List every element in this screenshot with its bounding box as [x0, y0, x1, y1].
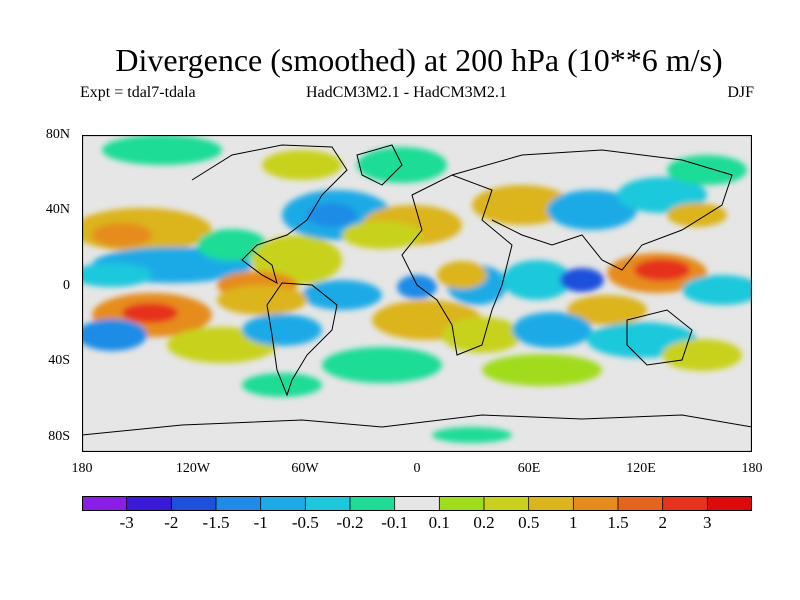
north-america-outline [191, 144, 348, 284]
greenland-outline [356, 144, 403, 186]
colorbar-swatch [304, 496, 351, 511]
colorbar-label: -0.5 [291, 513, 319, 532]
lon-label-180e: 180 [741, 461, 763, 476]
lon-label-0: 0 [413, 461, 421, 476]
lat-label-40n: 40N [45, 202, 70, 217]
colorbar-swatch [215, 496, 262, 511]
antarctica-outline [82, 414, 752, 436]
colorbar-label: 1.5 [607, 513, 629, 532]
lat-label-40s: 40S [48, 353, 70, 368]
colorbar-label: 1 [569, 513, 578, 532]
season-label: DJF [727, 84, 754, 101]
colorbar-swatch [528, 496, 575, 511]
colorbar-label: 2 [658, 513, 667, 532]
model-label: HadCM3M2.1 - HadCM3M2.1 [306, 84, 507, 101]
field-patch [322, 347, 442, 383]
field-patch [302, 280, 382, 310]
field-patch [617, 177, 707, 213]
europe-africa-outline [401, 174, 513, 356]
colorbar-label: -0.1 [381, 513, 409, 532]
south-america-outline [266, 282, 338, 397]
field-patch [102, 135, 222, 165]
field-patch [634, 259, 690, 281]
field-patch [122, 303, 178, 323]
colorbar-swatch [394, 496, 441, 511]
colorbar-label: 3 [703, 513, 712, 532]
australia-outline [626, 309, 693, 366]
field-patch [502, 260, 572, 300]
colorbar-swatch [706, 496, 752, 511]
colorbar-label: -2 [164, 513, 179, 532]
field-patch [217, 285, 307, 315]
field-patch [442, 317, 522, 353]
field-patch [667, 203, 727, 227]
lat-label-80s: 80S [48, 429, 70, 444]
lon-label-120w: 120W [175, 461, 211, 476]
field-patch [307, 203, 357, 227]
field-patch [432, 427, 512, 443]
colorbar-swatch [260, 496, 307, 511]
colorbar-swatch [662, 496, 709, 511]
field-patch [82, 263, 152, 287]
field-patch [242, 314, 322, 346]
field-patch [342, 221, 422, 249]
colorbar-swatch [82, 496, 128, 511]
lon-label-60w: 60W [291, 461, 319, 476]
divergence-map [82, 135, 752, 452]
colorbar-label: 0.1 [428, 513, 450, 532]
colorbar-swatch [572, 496, 619, 511]
lat-label-eq: 0 [63, 278, 70, 293]
field-patch [512, 312, 592, 348]
field-patch [682, 275, 752, 305]
map-frame [82, 135, 752, 452]
lon-label-60e: 60E [517, 461, 541, 476]
colorbar-label: -1.5 [202, 513, 230, 532]
colorbar-label: 0.5 [518, 513, 540, 532]
field-patch [437, 261, 487, 289]
field-patch [567, 295, 647, 325]
colorbar-frame [82, 496, 752, 511]
asia-outline [451, 149, 733, 271]
colorbar-label: -3 [119, 513, 134, 532]
field-patch [482, 354, 602, 386]
colorbar-label: 0.2 [473, 513, 495, 532]
colorbar-label: -1 [253, 513, 268, 532]
colorbar-swatch [438, 496, 485, 511]
colorbar-swatch [170, 496, 217, 511]
field-patch [82, 319, 147, 351]
coastlines [82, 144, 752, 436]
field-patch [242, 373, 322, 397]
colorbar-swatch [349, 496, 396, 511]
field-patch [560, 268, 604, 292]
field-patch [472, 185, 572, 225]
colorbar [82, 496, 752, 511]
field-patch [262, 150, 342, 180]
lon-label-180w: 180 [71, 461, 93, 476]
colorbar-swatch [126, 496, 173, 511]
colorbar-swatch [617, 496, 664, 511]
lat-label-80n: 80N [45, 127, 70, 142]
experiment-label: Expt = tdal7-tdala [80, 84, 196, 101]
field-patch [547, 190, 637, 230]
field-patch [662, 339, 742, 371]
field-patch [92, 223, 152, 247]
colorbar-swatch [483, 496, 530, 511]
chart-title: Divergence (smoothed) at 200 hPa (10**6 … [115, 42, 723, 78]
lon-label-120e: 120E [626, 461, 656, 476]
field-patch [667, 155, 747, 185]
colorbar-label: -0.2 [336, 513, 364, 532]
